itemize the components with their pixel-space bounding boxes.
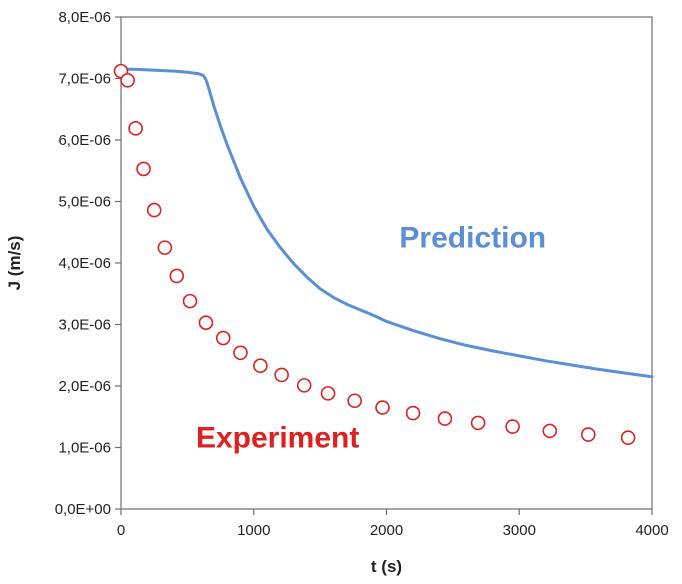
experiment-point xyxy=(320,386,336,401)
experiment-point xyxy=(215,330,231,346)
y-axis-title: J (m/s) xyxy=(5,236,24,291)
experiment-point xyxy=(620,430,636,445)
experiment-point xyxy=(347,393,362,409)
y-axis-ticks: 0,0E+00 1,0E-06 2,0E-06 3,0E-06 4,0E-06 5,0E-… xyxy=(55,9,121,518)
y-tick-label: 1,0E-06 xyxy=(58,440,111,457)
x-axis-ticks: 0 1000 2000 3000 4000 xyxy=(117,509,669,539)
y-tick-label: 6,0E-06 xyxy=(58,132,111,149)
x-tick-label: 0 xyxy=(117,522,125,539)
x-tick-label: 2000 xyxy=(370,522,403,539)
experiment-point xyxy=(120,73,135,88)
prediction-series xyxy=(119,67,654,379)
experiment-point xyxy=(136,161,151,177)
x-tick-label: 1000 xyxy=(237,522,270,539)
experiment-point xyxy=(198,315,214,330)
experiment-point xyxy=(437,411,453,426)
experiment-point xyxy=(182,293,198,309)
annotations: Prediction Experiment xyxy=(196,222,546,455)
series-annotation: Experiment xyxy=(196,422,359,455)
experiment-point xyxy=(470,415,486,431)
x-tick-label: 3000 xyxy=(503,522,536,539)
experiment-point xyxy=(233,345,248,361)
experiment-point xyxy=(375,400,390,415)
experiment-point xyxy=(169,268,185,284)
y-tick-label: 8,0E-06 xyxy=(58,9,111,26)
experiment-point xyxy=(505,419,520,434)
x-axis-title: t (s) xyxy=(371,557,402,576)
prediction-line xyxy=(119,67,654,379)
y-tick-label: 2,0E-06 xyxy=(58,378,111,395)
experiment-point xyxy=(128,121,143,136)
series-annotation: Prediction xyxy=(399,222,546,255)
experiment-point xyxy=(157,240,173,255)
experiment-point xyxy=(296,378,312,393)
y-tick-label: 3,0E-06 xyxy=(58,317,111,334)
y-tick-label: 0,0E+00 xyxy=(55,501,111,518)
experiment-series xyxy=(113,63,636,445)
experiment-point xyxy=(580,427,596,442)
x-tick-label: 4000 xyxy=(635,522,668,539)
experiment-point xyxy=(542,423,558,439)
experiment-point xyxy=(274,367,289,383)
experiment-point xyxy=(146,202,162,218)
y-tick-label: 7,0E-06 xyxy=(58,71,111,88)
experiment-point xyxy=(405,405,421,421)
y-tick-label: 4,0E-06 xyxy=(58,255,111,272)
experiment-point xyxy=(253,358,268,374)
y-tick-label: 5,0E-06 xyxy=(58,194,111,211)
